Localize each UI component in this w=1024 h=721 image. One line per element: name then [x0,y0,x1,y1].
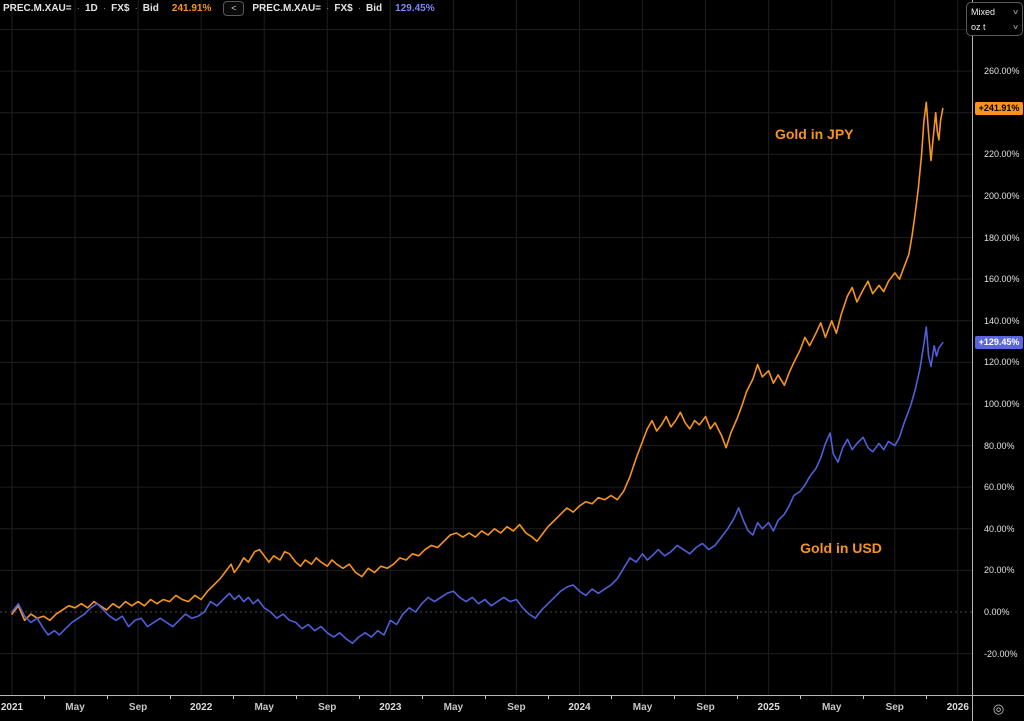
x-axis-month-label: May [254,702,274,713]
x-axis-minor-tick [674,696,676,699]
x-axis-minor-tick [863,696,865,699]
x-axis-separator-line [0,695,1024,696]
x-axis-year-label: 2023 [379,702,402,713]
y-axis-label: 180.00% [984,232,1020,243]
y-axis-label: 260.00% [984,66,1020,77]
series-line-gold-jpy [11,101,944,622]
chart-plot-area[interactable]: Gold in JPY Gold in USD [0,0,972,695]
y-axis-label: 60.00% [984,482,1015,493]
x-axis-month-label: Sep [885,702,904,713]
x-axis-minor-tick [547,696,549,699]
annotation-gold-in-usd: Gold in USD [800,539,882,556]
x-axis-month-label: Sep [128,702,148,713]
x-axis-minor-tick [169,696,171,699]
legend-source: FX$ [111,3,130,14]
legend-value-usd: 129.45% [395,3,435,14]
x-axis-month-label: Sep [507,702,526,713]
legend-symbol: PREC.M.XAU= [3,3,72,14]
x-axis-month-label: May [632,702,653,713]
legend-bar: PREC.M.XAU= · 1D · FX$ · Bid 241.91% < P… [3,1,435,16]
x-axis-year-label: 2024 [568,702,591,713]
legend-field: Bid [366,3,383,14]
legend-separator: · [102,3,107,14]
y-axis-label: 120.00% [984,357,1020,368]
unit-label: oz t [971,21,986,32]
y-axis-label: 140.00% [984,315,1020,326]
y-axis-label: 80.00% [984,440,1015,451]
x-axis-minor-tick [232,696,234,699]
x-axis-minor-tick [611,696,612,699]
chevron-down-icon: ∨ [1011,23,1020,31]
legend-separator: · [357,3,362,14]
x-axis-year-label: 2021 [0,702,24,713]
crosshair-icon[interactable]: ◎ [992,700,1005,716]
x-axis-minor-tick [484,696,486,699]
legend-series-usd[interactable]: PREC.M.XAU= · FX$ · Bid 129.45% [252,3,434,14]
x-axis-month-label: May [443,702,464,713]
x-axis-minor-tick [106,696,108,699]
legend-separator: · [326,3,330,14]
legend-value-jpy: 241.91% [171,3,212,14]
x-axis-minor-tick [295,696,297,699]
legend-symbol: PREC.M.XAU= [252,3,322,14]
unit-selector: Mixed ∨ oz t ∨ [966,2,1023,36]
y-axis-label: -20.00% [984,648,1018,659]
price-chart[interactable] [0,0,972,695]
x-axis-minor-tick [926,696,928,699]
chevron-down-icon: ∨ [1011,8,1020,16]
annotation-gold-in-jpy: Gold in JPY [774,125,854,142]
x-axis-month-label: May [821,702,842,713]
y-axis-label: 20.00% [984,565,1015,576]
y-axis-label: 0.00% [984,606,1010,617]
y-axis-separator-line [972,0,973,721]
last-price-badge-jpy: +241.91% [975,102,1023,116]
x-axis[interactable]: 2021 May Sep 2022 May Sep 2023 May Sep 2024 May Sep… [0,696,972,721]
x-axis-year-label: 2026 [946,702,969,713]
last-price-badge-usd: +129.45% [975,336,1023,350]
y-axis-label: 200.00% [984,190,1020,201]
legend-series-jpy[interactable]: PREC.M.XAU= · 1D · FX$ · Bid 241.91% [3,3,211,14]
x-axis-minor-tick [421,696,423,699]
y-axis-label: 220.00% [984,149,1020,160]
x-axis-minor-tick [800,696,802,699]
scale-mode-dropdown[interactable]: Mixed ∨ [971,4,1020,19]
x-axis-month-label: Sep [696,702,715,713]
x-axis-year-label: 2022 [190,702,213,713]
x-axis-minor-tick [43,696,45,699]
legend-source: FX$ [334,3,353,14]
legend-interval: 1D [84,3,98,14]
scale-mode-label: Mixed [971,6,996,17]
legend-separator: · [76,3,80,14]
y-axis[interactable]: +241.91% +129.45% 260.00% 220.00% 200.00% 1… [973,0,1024,695]
x-axis-month-label: Sep [318,702,337,713]
series-line-gold-usd [11,326,944,645]
unit-dropdown[interactable]: oz t ∨ [971,19,1020,34]
legend-field: Bid [142,3,159,14]
x-axis-minor-tick [737,696,739,699]
legend-separator: · [134,3,138,14]
x-axis-minor-tick [358,696,360,699]
x-axis-month-label: May [65,702,85,713]
collapse-legend-button[interactable]: < [223,1,245,16]
y-axis-label: 40.00% [984,523,1015,534]
y-axis-label: 160.00% [984,274,1020,285]
x-axis-year-label: 2025 [757,702,780,713]
y-axis-label: 100.00% [984,398,1020,409]
